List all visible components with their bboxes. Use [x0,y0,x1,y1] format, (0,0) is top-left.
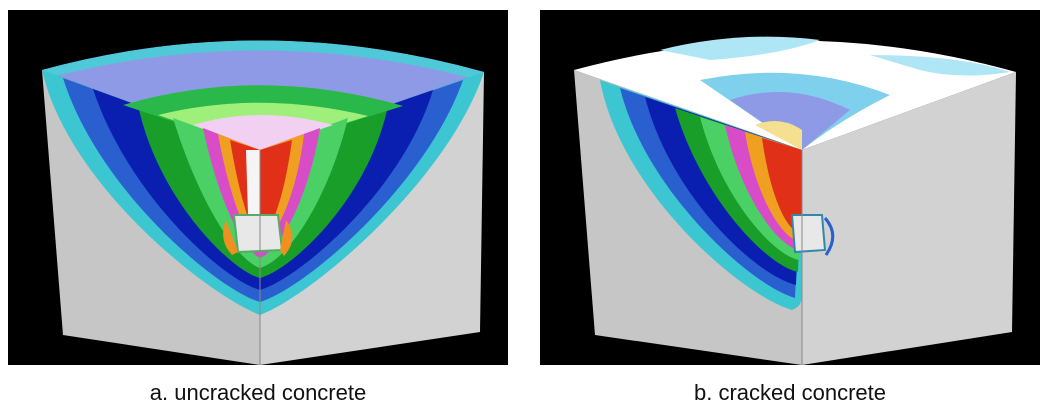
figure: a. uncracked concrete b. cracked concret… [0,0,1045,420]
caption: b. cracked concrete [540,380,1040,406]
panel-a-image [8,10,508,365]
caption: a. uncracked concrete [8,380,508,406]
figure-images [0,0,1045,375]
panel-b-image [540,10,1040,365]
